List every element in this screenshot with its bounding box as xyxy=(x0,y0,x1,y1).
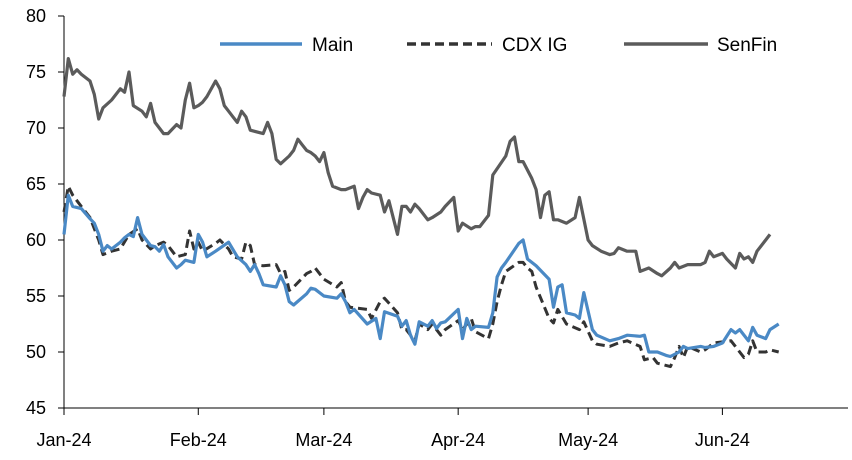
y-tick-label: 70 xyxy=(26,118,46,138)
y-tick-label: 65 xyxy=(26,174,46,194)
y-tick-label: 50 xyxy=(26,342,46,362)
y-axis: 45 50 55 60 65 70 75 80 xyxy=(26,6,65,418)
x-axis: Jan-24 Feb-24 Mar-24 Apr-24 May-24 Jun-24 xyxy=(36,407,848,450)
y-tick-label: 55 xyxy=(26,286,46,306)
series-line-main xyxy=(62,193,780,359)
y-tick-label: 45 xyxy=(26,398,46,418)
y-tick-label: 75 xyxy=(26,62,46,82)
legend-label: SenFin xyxy=(717,35,777,56)
x-tick-label: Mar-24 xyxy=(295,430,352,450)
y-tick-label: 60 xyxy=(26,230,46,250)
legend-item: SenFin xyxy=(624,35,777,56)
x-tick-label: Apr-24 xyxy=(431,430,485,450)
y-tick-label: 80 xyxy=(26,6,46,26)
series-line-senfin xyxy=(62,56,772,278)
series-layer xyxy=(62,56,780,369)
legend-label: CDX IG xyxy=(502,35,567,56)
x-tick-label: Jun-24 xyxy=(695,430,750,450)
x-tick-label: Jan-24 xyxy=(36,430,91,450)
legend-item: CDX IG xyxy=(407,35,567,56)
legend: Main CDX IG SenFin xyxy=(220,35,777,56)
x-tick-label: Feb-24 xyxy=(170,430,227,450)
legend-item: Main xyxy=(220,35,353,56)
legend-label: Main xyxy=(312,35,353,56)
x-tick-label: May-24 xyxy=(558,430,618,450)
